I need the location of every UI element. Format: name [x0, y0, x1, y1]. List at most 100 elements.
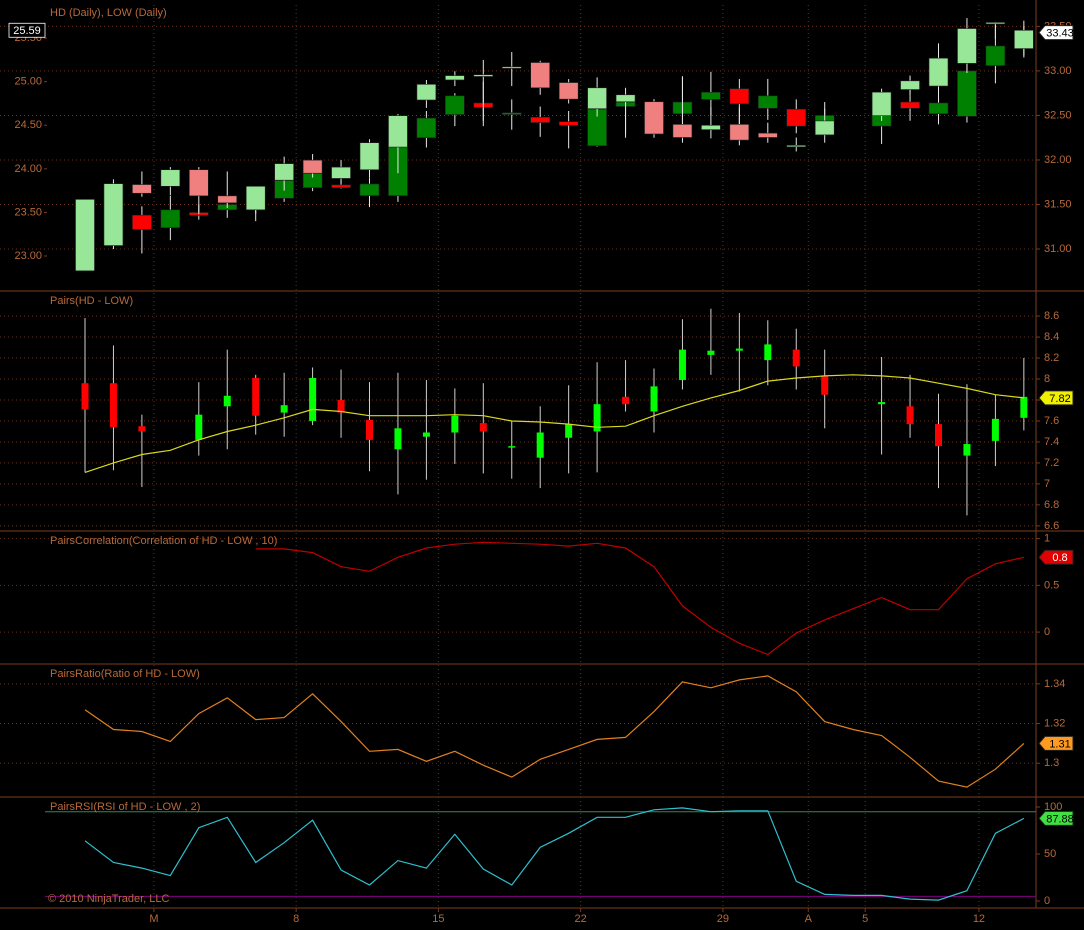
- candle-body: [985, 45, 1006, 66]
- candle-body: [138, 426, 146, 432]
- candle-body: [479, 423, 487, 432]
- candle-body: [707, 350, 715, 355]
- series-line: [255, 541, 1025, 656]
- candle-body: [530, 62, 551, 89]
- copyright: © 2010 NinjaTrader, LLC: [48, 893, 169, 905]
- candle-body: [587, 87, 607, 110]
- candle-body: [644, 101, 664, 135]
- candle-body: [359, 183, 380, 196]
- candle-body: [252, 377, 260, 416]
- series-line: [84, 675, 1025, 788]
- y-tick-label: 6.8: [1044, 499, 1059, 511]
- candle-body: [729, 124, 750, 141]
- value-tag: [8, 22, 46, 38]
- y-tick-label: 8.2: [1044, 352, 1059, 364]
- candle-body: [991, 418, 999, 441]
- panel-title: PairsRatio(Ratio of HD - LOW): [50, 668, 200, 680]
- candle-body: [337, 399, 345, 413]
- x-tick-label: 8: [293, 913, 299, 925]
- value-tag: [1038, 735, 1074, 751]
- y-tick-label: 7: [1044, 478, 1050, 490]
- candle-body: [245, 185, 266, 211]
- candle-body: [928, 102, 949, 114]
- candle-body: [501, 66, 522, 69]
- candle-body: [359, 142, 380, 171]
- candle-body: [416, 117, 437, 139]
- candle-body: [622, 396, 630, 405]
- series-line: [84, 374, 1024, 473]
- candle-body: [445, 95, 465, 115]
- candle-body: [451, 415, 459, 433]
- x-tick-label: 5: [862, 913, 868, 925]
- candle-body: [757, 95, 778, 109]
- value-tag-label: 0.8: [1052, 552, 1067, 564]
- candle-body: [331, 166, 351, 179]
- candle-body: [650, 386, 658, 412]
- value-tag-label: 33.43: [1046, 28, 1074, 40]
- y-tick-label: 31.50: [1044, 198, 1072, 210]
- candle-body: [160, 209, 181, 228]
- candle-body: [223, 395, 231, 407]
- value-tag: [1038, 390, 1074, 406]
- x-tick-label: 15: [432, 913, 444, 925]
- candle-body: [957, 28, 977, 64]
- y-tick-label: 23.50: [14, 206, 42, 218]
- candle-body: [75, 199, 95, 272]
- panel-title: HD (Daily), LOW (Daily): [50, 7, 167, 19]
- y-tick-label: 0.5: [1044, 579, 1059, 591]
- candle-body: [388, 115, 408, 148]
- candle-body: [963, 444, 971, 456]
- candle-body: [878, 402, 886, 405]
- value-tag-label: 1.31: [1049, 738, 1070, 750]
- candle-body: [786, 145, 807, 148]
- y-tick-label: 7.6: [1044, 415, 1059, 427]
- y-tick-label: 24.50: [14, 119, 42, 131]
- candle-body: [473, 74, 494, 77]
- candle-body: [445, 75, 465, 81]
- candle-body: [757, 132, 778, 138]
- candle-body: [615, 94, 636, 103]
- candle-body: [280, 405, 288, 413]
- candle-body: [530, 116, 551, 123]
- candle-body: [786, 108, 807, 127]
- y-tick-label: 25.00: [14, 76, 42, 88]
- candle-body: [536, 432, 544, 458]
- candle-body: [132, 184, 152, 194]
- y-tick-label: 1.3: [1044, 757, 1059, 769]
- candle-body: [309, 377, 317, 421]
- candle-body: [109, 383, 117, 428]
- candle-body: [821, 375, 829, 395]
- candle-body: [678, 349, 686, 381]
- candle-body: [195, 414, 203, 440]
- candle-body: [957, 70, 977, 117]
- candle-body: [274, 163, 294, 181]
- panel-title: PairsCorrelation(Correlation of HD - LOW…: [50, 535, 277, 547]
- x-tick-label: A: [805, 913, 813, 925]
- y-tick-label: 31.00: [1044, 243, 1072, 255]
- y-tick-label: 8: [1044, 373, 1050, 385]
- value-tag: [1038, 810, 1074, 826]
- y-tick-label: 7.2: [1044, 457, 1059, 469]
- y-tick-label: 32.50: [1044, 109, 1072, 121]
- candle-body: [501, 112, 522, 115]
- x-tick-label: M: [149, 913, 158, 925]
- y-tick-label: 1: [1044, 533, 1050, 545]
- candle-body: [764, 344, 772, 361]
- y-tick-label: 7.4: [1044, 436, 1059, 448]
- panel-title: PairsRSI(RSI of HD - LOW , 2): [50, 801, 200, 813]
- value-tag-label: 7.82: [1049, 393, 1070, 405]
- y-tick-label: 0: [1044, 895, 1050, 907]
- y-tick-label: 6.6: [1044, 520, 1059, 532]
- candle-body: [928, 57, 949, 87]
- candle-body: [331, 184, 351, 188]
- candle-body: [558, 82, 579, 100]
- candle-body: [735, 348, 743, 351]
- y-tick-label: 1.34: [1044, 678, 1065, 690]
- candle-body: [900, 80, 920, 90]
- marks: [75, 18, 1034, 901]
- candle-body: [217, 195, 238, 204]
- candle-body: [422, 432, 430, 437]
- candle-body: [558, 121, 579, 126]
- candle-body: [792, 349, 800, 367]
- y-tick-label: 33.00: [1044, 65, 1072, 77]
